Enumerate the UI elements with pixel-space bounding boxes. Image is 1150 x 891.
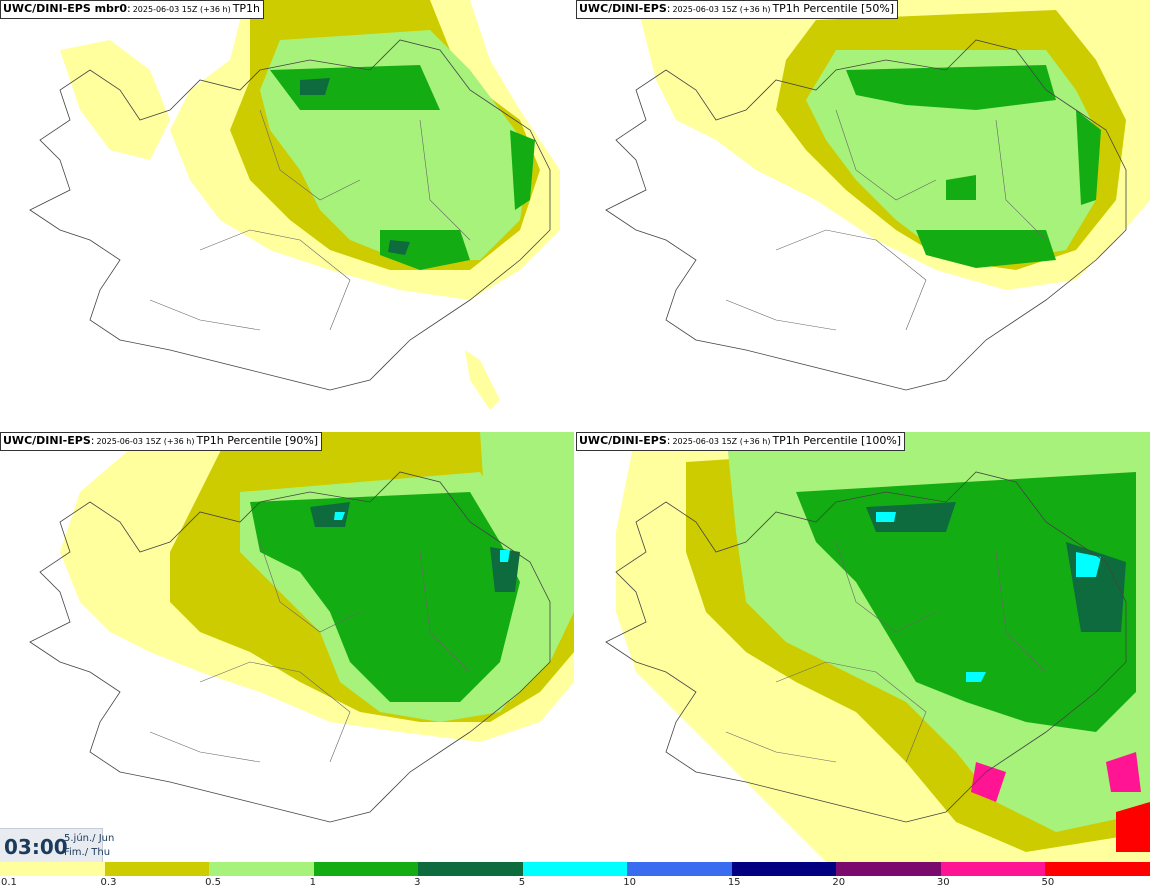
panel-title: UWC/DINI-EPS mbr0: 2025-06-03 15Z (+36 h)… xyxy=(0,0,265,19)
legend-color-band xyxy=(104,862,210,876)
panel-divider-horizontal xyxy=(0,430,1150,432)
boundaries xyxy=(149,541,471,763)
precip-field xyxy=(636,0,1150,290)
map-panel-p90: UWC/DINI-EPS: 2025-06-03 15Z (+36 h) TP1h … xyxy=(0,432,574,862)
map-panel-p100: UWC/DINI-EPS: 2025-06-03 15Z (+36 h) TP1h … xyxy=(576,432,1150,862)
legend-tick-label: 1 xyxy=(309,877,316,888)
precip-map xyxy=(29,0,560,410)
legend-tick-label: 3 xyxy=(414,877,421,888)
panel-title: UWC/DINI-EPS: 2025-06-03 15Z (+36 h) TP1h … xyxy=(576,432,906,451)
boundaries xyxy=(149,109,471,331)
precip-map xyxy=(576,432,1150,862)
panel-source: UWC/DINI-EPS xyxy=(3,434,91,447)
legend-tick-label: 0.5 xyxy=(205,877,221,888)
map-panel-member0: UWC/DINI-EPS mbr0: 2025-06-03 15Z (+36 h)… xyxy=(0,0,574,430)
panel-source: UWC/DINI-EPS xyxy=(579,434,667,447)
valid-date-line2: Fim./ Thu xyxy=(64,847,111,858)
precip-field xyxy=(576,432,1150,862)
panel-source: UWC/DINI-EPS mbr0 xyxy=(3,2,127,15)
panel-run: 2025-06-03 15Z (+36 h) xyxy=(672,437,771,446)
legend-color-band xyxy=(836,862,942,876)
legend-tick-label: 15 xyxy=(727,877,741,888)
valid-time-box: 03:00 5.jún./ Jun Fim./ Thu xyxy=(0,828,114,863)
boundaries xyxy=(725,109,1047,331)
panel-field: TP1h Percentile [100%] xyxy=(772,434,902,447)
panel-title: UWC/DINI-EPS: 2025-06-03 15Z (+36 h) TP1h … xyxy=(0,432,323,451)
precip-map xyxy=(29,432,574,823)
boundaries xyxy=(725,541,1047,763)
valid-hour: 03:00 xyxy=(4,835,68,859)
legend-color-band xyxy=(1045,862,1150,876)
legend-color-band xyxy=(522,862,628,876)
legend-color-band xyxy=(313,862,419,876)
legend-color-band xyxy=(940,862,1046,876)
coastline xyxy=(29,471,551,823)
precip-field xyxy=(60,432,574,742)
legend-color-band xyxy=(418,862,524,876)
legend-tick-label: 10 xyxy=(623,877,636,888)
coastline xyxy=(605,39,1127,391)
panel-field: TP1h Percentile [90%] xyxy=(196,434,319,447)
legend-tick-label: 50 xyxy=(1041,877,1055,888)
panel-field: TP1h Percentile [50%] xyxy=(772,2,895,15)
legend-color-band xyxy=(731,862,837,876)
valid-date-line1: 5.jún./ Jun xyxy=(64,833,115,844)
legend-tick-label: 30 xyxy=(936,877,950,888)
legend-tick-label: 20 xyxy=(832,877,846,888)
legend-color-band xyxy=(627,862,733,876)
map-panel-p50: UWC/DINI-EPS: 2025-06-03 15Z (+36 h) TP1h … xyxy=(576,0,1150,430)
legend-tick-label: 0.3 xyxy=(100,877,117,888)
precip-map xyxy=(605,0,1150,391)
precip-field xyxy=(60,0,560,410)
panel-run: 2025-06-03 15Z (+36 h) xyxy=(132,5,231,14)
legend-color-band xyxy=(0,862,105,876)
panel-run: 2025-06-03 15Z (+36 h) xyxy=(672,5,771,14)
coastline xyxy=(29,39,551,391)
legend-tick-label: 5 xyxy=(518,877,526,888)
panel-title: UWC/DINI-EPS: 2025-06-03 15Z (+36 h) TP1h … xyxy=(576,0,899,19)
color-legend: 0.1 0.3 0.5 1 3 5 10 15 20 30 50 xyxy=(0,862,1150,891)
panel-run: 2025-06-03 15Z (+36 h) xyxy=(96,437,195,446)
legend-tick-label: 0.1 xyxy=(1,877,17,888)
legend-color-band xyxy=(209,862,315,876)
panel-field: TP1h xyxy=(232,2,261,15)
coastline xyxy=(605,471,1127,823)
panel-source: UWC/DINI-EPS xyxy=(579,2,667,15)
